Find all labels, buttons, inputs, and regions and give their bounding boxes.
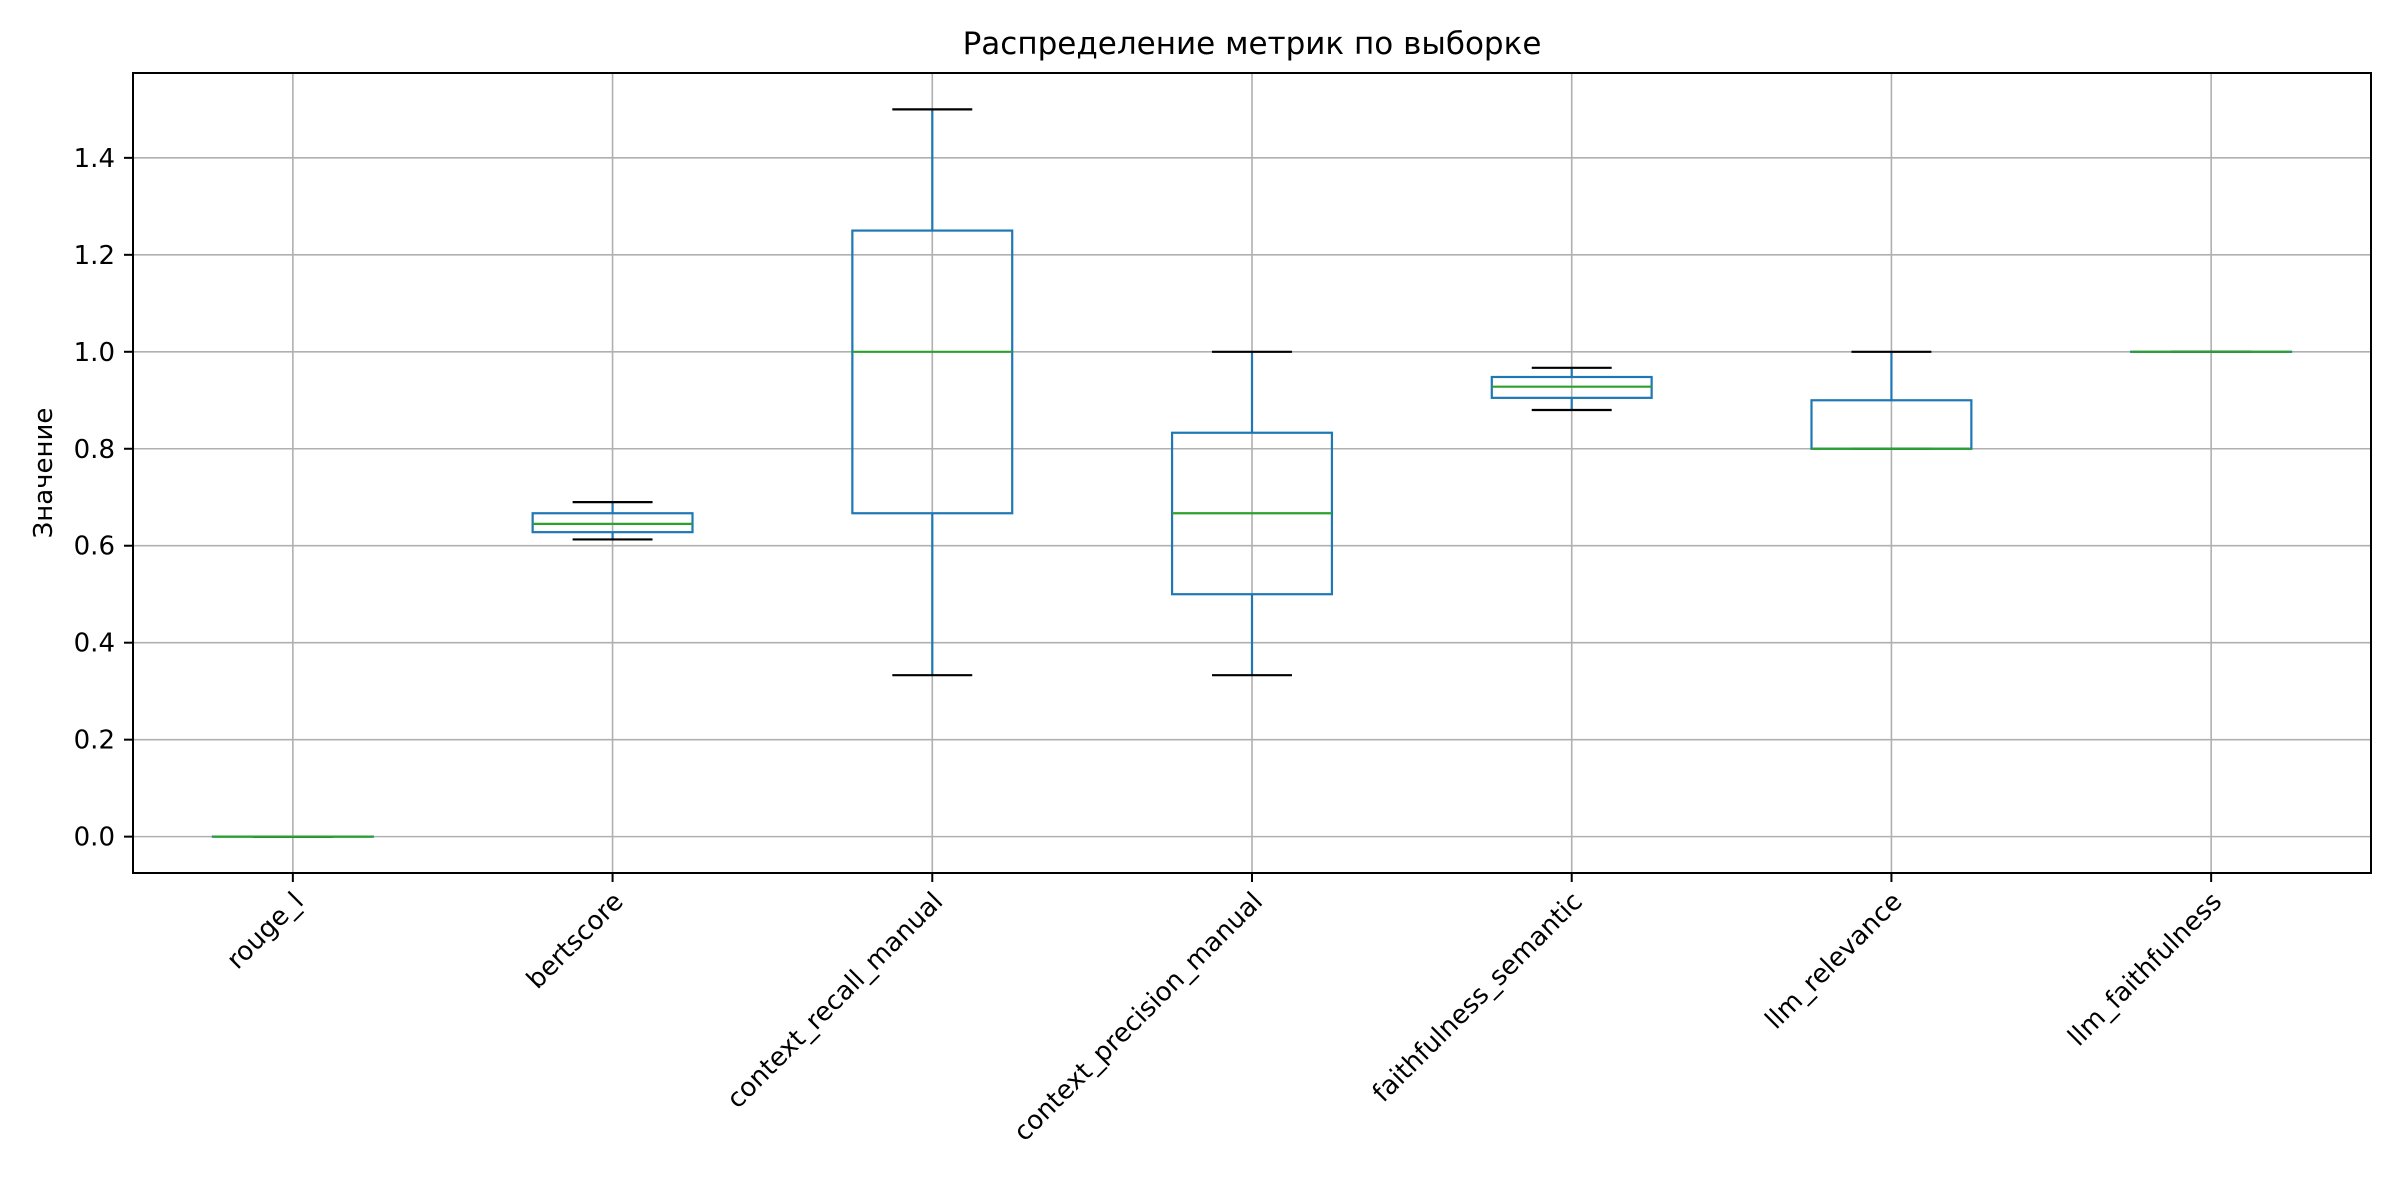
y-tick-label: 1.2: [74, 241, 115, 271]
y-tick-label: 0.0: [74, 823, 115, 853]
x-tick-label: llm_faithfulness: [2062, 887, 2228, 1053]
box-context_recall_manual: [851, 108, 1014, 677]
x-tick-label: faithfulness_semantic: [1367, 887, 1589, 1109]
x-tick-label: context_recall_manual: [721, 887, 949, 1115]
y-tick-label: 0.6: [74, 532, 115, 562]
y-tick-label: 0.8: [74, 435, 115, 465]
box-layer: [211, 108, 2293, 838]
y-axis-label: Значение: [29, 408, 59, 539]
y-tick-label: 1.4: [74, 144, 115, 174]
box-faithfulness_semantic: [1490, 366, 1653, 412]
chart-title: Распределение метрик по выборке: [963, 26, 1542, 62]
x-tick-label: llm_relevance: [1760, 887, 1909, 1036]
x-tick-label: context_precision_manual: [1008, 887, 1269, 1148]
x-tick-label: rouge_l: [221, 887, 310, 976]
x-tick-label: bertscore: [521, 887, 629, 995]
iqr-box: [851, 229, 1014, 515]
tick-layer: 0.0 0.2 0.4 0.6 0.8 1.0 1.2 1.4 rouge_l bertscore…: [74, 144, 2228, 1148]
box-context_precision_manual: [1170, 350, 1334, 677]
box-llm_relevance: [1810, 350, 1973, 450]
grid-layer: [133, 73, 2371, 873]
iqr-box: [531, 512, 694, 534]
y-tick-label: 0.2: [74, 726, 115, 756]
y-tick-label: 0.4: [74, 629, 115, 659]
y-tick-label: 1.0: [74, 338, 115, 368]
box-bertscore: [531, 500, 694, 541]
